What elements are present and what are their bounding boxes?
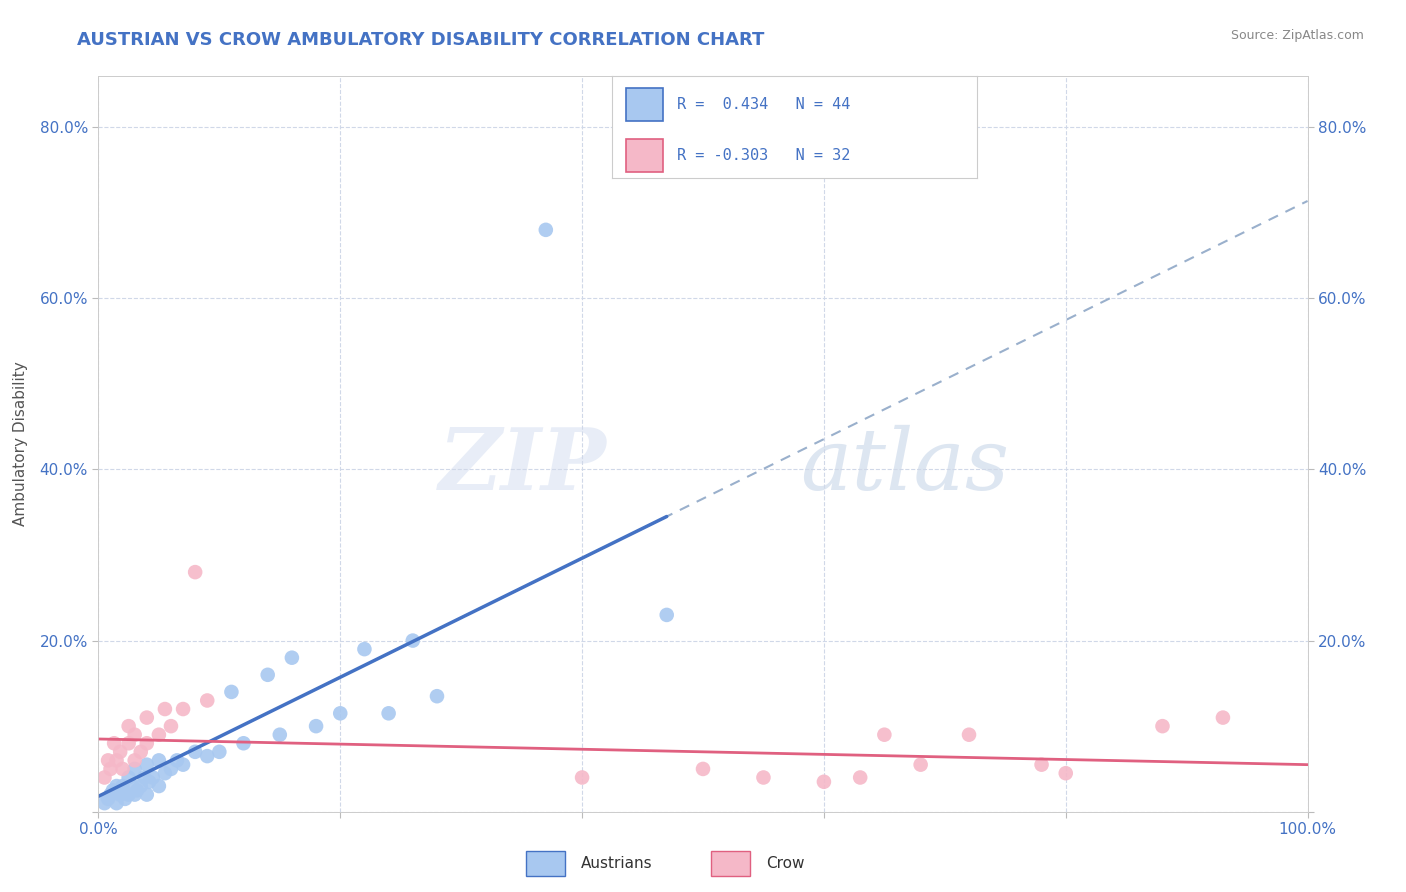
Point: [135, 788, 157, 802]
Point: [184, 565, 207, 579]
Point: [103, 736, 125, 750]
Text: R = -0.303   N = 32: R = -0.303 N = 32: [678, 148, 851, 163]
Bar: [526, 851, 565, 876]
Point: [111, 762, 134, 776]
Point: [135, 757, 157, 772]
Point: [232, 736, 254, 750]
Point: [1212, 710, 1234, 724]
Point: [129, 745, 152, 759]
Point: [105, 753, 128, 767]
Point: [377, 706, 399, 721]
Point: [127, 783, 149, 797]
Point: [160, 719, 183, 733]
Point: [114, 792, 136, 806]
Point: [124, 762, 146, 776]
Point: [135, 736, 157, 750]
Point: [148, 779, 170, 793]
Text: ZIP: ZIP: [439, 424, 606, 508]
Point: [1152, 719, 1174, 733]
Point: [184, 745, 207, 759]
Point: [426, 689, 449, 703]
FancyBboxPatch shape: [626, 139, 662, 172]
Point: [111, 783, 134, 797]
Y-axis label: Ambulatory Disability: Ambulatory Disability: [14, 361, 28, 526]
Point: [135, 710, 157, 724]
Point: [105, 796, 128, 810]
Text: atlas: atlas: [800, 425, 1010, 508]
Point: [134, 771, 156, 785]
Point: [172, 702, 194, 716]
Point: [100, 788, 122, 802]
Text: AUSTRIAN VS CROW AMBULATORY DISABILITY CORRELATION CHART: AUSTRIAN VS CROW AMBULATORY DISABILITY C…: [77, 31, 765, 49]
Point: [118, 719, 141, 733]
Point: [142, 771, 165, 785]
Point: [221, 685, 243, 699]
Point: [655, 607, 678, 622]
Point: [121, 779, 143, 793]
Point: [97, 792, 120, 806]
Point: [752, 771, 775, 785]
Point: [93, 771, 115, 785]
Point: [100, 762, 122, 776]
Point: [256, 668, 278, 682]
Point: [118, 788, 141, 802]
Point: [208, 745, 231, 759]
Point: [111, 779, 134, 793]
Point: [108, 745, 131, 759]
Point: [166, 753, 188, 767]
Point: [129, 779, 152, 793]
Text: R =  0.434   N = 44: R = 0.434 N = 44: [678, 97, 851, 112]
Point: [1054, 766, 1077, 780]
Point: [124, 788, 146, 802]
Point: [195, 693, 218, 707]
Point: [195, 749, 218, 764]
Point: [1031, 757, 1053, 772]
Point: [118, 736, 141, 750]
Point: [172, 757, 194, 772]
Point: [101, 783, 124, 797]
Bar: [711, 851, 751, 876]
Point: [124, 728, 146, 742]
Point: [153, 766, 176, 780]
Point: [281, 650, 304, 665]
Point: [692, 762, 714, 776]
Point: [402, 633, 425, 648]
Point: [910, 757, 932, 772]
Point: [105, 779, 128, 793]
Point: [305, 719, 328, 733]
Point: [118, 771, 141, 785]
Point: [329, 706, 352, 721]
Point: [534, 223, 557, 237]
Point: [148, 753, 170, 767]
Point: [269, 728, 291, 742]
Text: Crow: Crow: [766, 855, 804, 871]
Point: [957, 728, 980, 742]
Point: [813, 774, 835, 789]
Point: [108, 788, 131, 802]
Text: Source: ZipAtlas.com: Source: ZipAtlas.com: [1230, 29, 1364, 42]
Point: [571, 771, 593, 785]
Point: [153, 702, 176, 716]
Point: [873, 728, 896, 742]
Point: [160, 762, 183, 776]
Text: Austrians: Austrians: [581, 855, 652, 871]
Point: [353, 642, 375, 657]
Point: [138, 774, 160, 789]
Point: [124, 753, 146, 767]
Point: [97, 753, 120, 767]
Point: [93, 796, 115, 810]
FancyBboxPatch shape: [626, 88, 662, 121]
Point: [849, 771, 872, 785]
Point: [148, 728, 170, 742]
